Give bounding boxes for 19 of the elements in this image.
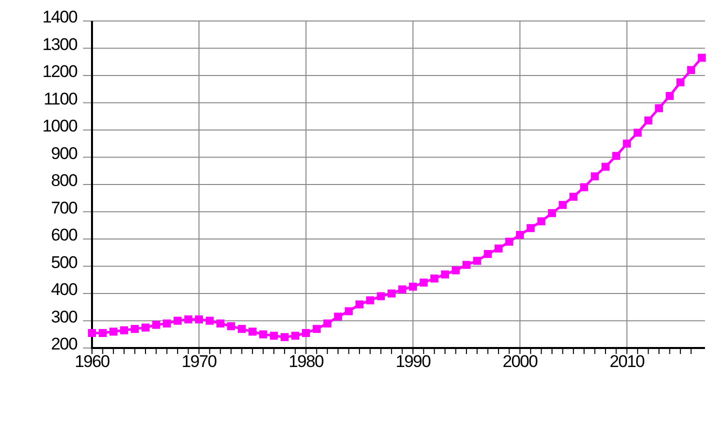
y-tick-label: 300 xyxy=(51,307,78,326)
y-tick-label: 900 xyxy=(51,144,78,163)
y-tick-label: 700 xyxy=(51,198,78,218)
y-tick-label: 1300 xyxy=(42,34,78,54)
x-tick-label: 1970 xyxy=(182,352,217,371)
x-tick-label: 2000 xyxy=(502,352,538,371)
x-tick-label: 1960 xyxy=(74,352,110,371)
y-tick-label: 400 xyxy=(51,280,78,300)
y-tick-label: 600 xyxy=(51,226,78,245)
x-tick-label: 2010 xyxy=(610,352,645,371)
y-tick-label: 1200 xyxy=(42,62,78,82)
x-tick-label: 1980 xyxy=(288,352,324,371)
y-tick-label: 800 xyxy=(51,171,78,190)
y-tick-label: 500 xyxy=(51,252,78,272)
y-tick-label: 200 xyxy=(51,334,78,354)
y-tick-label: 1100 xyxy=(44,89,78,108)
y-tick-label: 1000 xyxy=(42,116,78,136)
x-tick-label: 1990 xyxy=(396,352,431,371)
y-tick-label: 1400 xyxy=(42,8,78,27)
